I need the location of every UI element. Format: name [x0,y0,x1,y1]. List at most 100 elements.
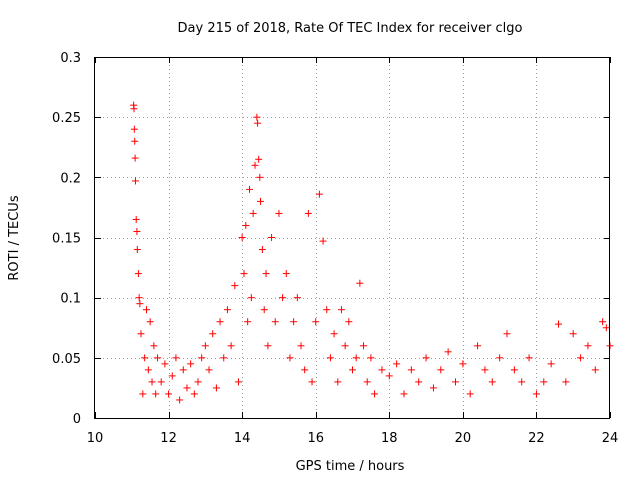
data-point [437,366,445,374]
grid [95,57,610,418]
data-point [363,378,371,386]
data-point [183,384,191,392]
data-point [144,366,152,374]
data-point [130,125,138,133]
x-tick-label: 24 [602,431,619,446]
data-point [146,318,154,326]
data-point [308,378,316,386]
data-point [253,113,261,121]
data-point [407,366,415,374]
data-point [150,342,158,350]
data-point [569,330,577,338]
data-point [168,372,176,380]
data-point [198,354,206,362]
data-point [385,372,393,380]
data-point [216,318,224,326]
data-point [244,318,252,326]
data-point [240,270,248,278]
data-point [133,227,141,235]
data-point [134,270,142,278]
data-point [131,154,139,162]
data-point [238,234,246,241]
data-point [157,378,165,386]
y-tick-label: 0.2 [60,171,81,186]
data-point [212,384,220,392]
data-point [179,366,187,374]
data-point [227,342,235,350]
data-point [152,390,160,398]
data-point [220,354,228,362]
data-point [602,324,610,332]
data-point [254,119,262,127]
data-point [555,320,562,328]
data-point [540,378,548,386]
data-point [326,354,334,362]
y-tick-label: 0.25 [52,111,81,126]
data-point [466,390,474,398]
data-point [260,306,268,314]
data-point [334,378,342,386]
data-point [131,177,139,185]
data-point [330,330,338,338]
y-tick-label: 0 [73,412,81,427]
data-point [503,330,511,338]
data-point [264,342,272,350]
data-point [297,342,305,350]
data-point [562,378,570,386]
data-point [452,378,459,386]
data-point [356,279,364,287]
y-axis-ticks: 0 0.05 0.1 0.15 0.2 0.25 0.3 [52,51,610,427]
data-point [319,237,327,245]
data-point [378,366,386,374]
data-point [172,354,180,362]
data-point [262,270,270,278]
data-point [190,390,198,398]
data-point [584,342,592,350]
x-tick-label: 12 [160,431,177,446]
x-axis-label: GPS time / hours [296,459,405,474]
data-point [525,354,533,362]
data-point [194,378,202,386]
data-point [293,294,301,302]
data-point [474,342,482,350]
data-point [205,366,213,374]
data-point [256,173,264,181]
data-point [141,354,149,362]
data-point [258,246,266,254]
x-axis-ticks: 10 12 14 16 18 20 22 24 [87,57,619,446]
data-point [349,366,356,374]
data-point [367,354,375,362]
data-point [246,185,253,193]
data-point [282,270,290,278]
data-point [599,318,607,326]
data-point [137,330,145,338]
y-tick-label: 0.05 [52,352,81,367]
data-point [510,366,518,374]
data-point [290,318,298,326]
data-point [251,161,259,169]
data-point [187,360,195,368]
data-point [429,384,437,392]
data-point [279,294,287,302]
data-point [312,318,320,326]
data-point [323,306,331,314]
data-point [547,360,555,368]
y-tick-label: 0.1 [60,292,81,307]
data-point [415,378,423,386]
data-point [337,306,345,314]
data-point [249,209,257,217]
data-point [130,105,138,113]
x-tick-label: 14 [234,431,251,446]
data-points [130,101,614,404]
data-point [591,366,599,374]
data-point [161,360,169,368]
y-axis-label: ROTI / TECUs [7,195,22,280]
data-point [271,318,279,326]
x-tick-label: 18 [381,431,398,446]
data-point [176,396,184,404]
data-point [223,306,231,314]
chart-title: Day 215 of 2018, Rate Of TEC Index for r… [178,21,523,36]
x-tick-label: 10 [87,431,104,446]
y-tick-label: 0.3 [60,51,81,66]
data-point [131,137,139,145]
